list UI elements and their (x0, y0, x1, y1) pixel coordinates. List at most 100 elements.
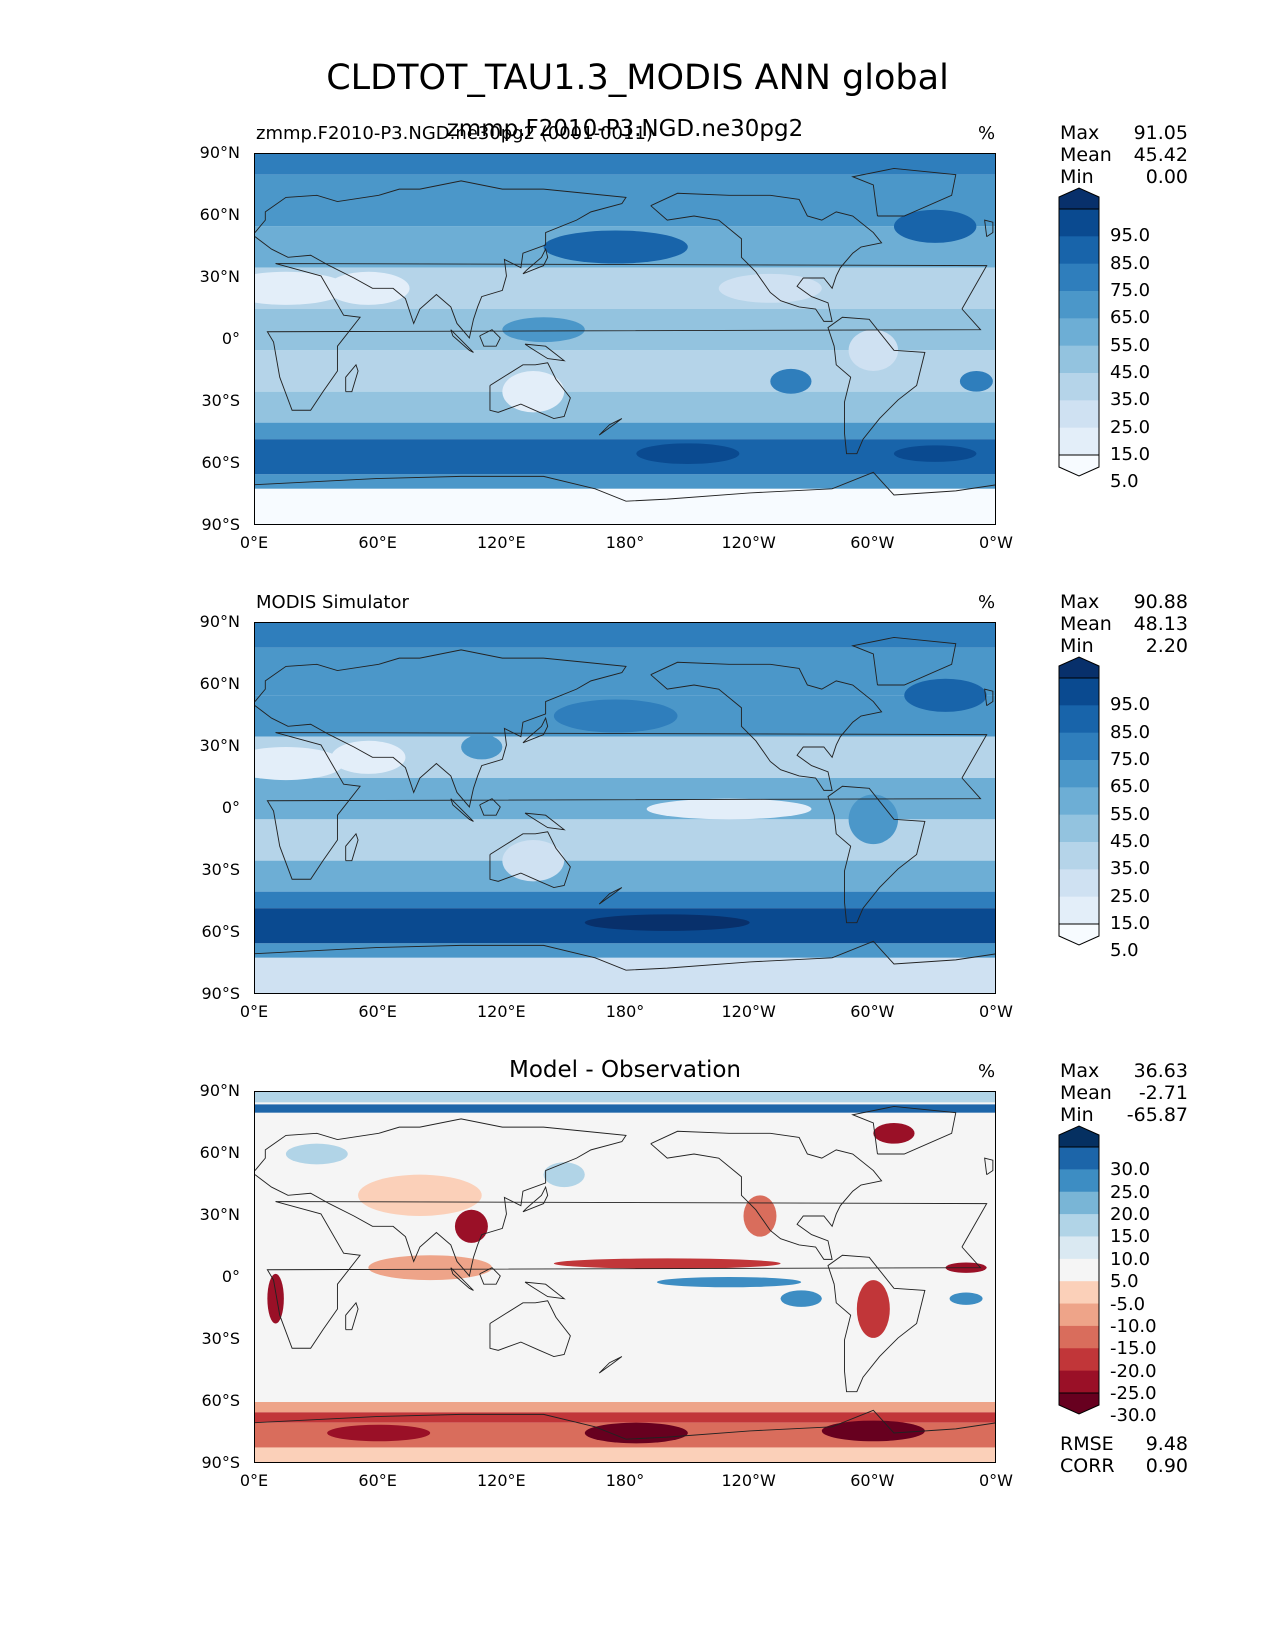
colorbar (1058, 187, 1100, 477)
lon-tick-label: 120°W (721, 1471, 776, 1490)
stat-value: 91.05 (1133, 122, 1188, 144)
lon-tick-label: 0°E (239, 533, 269, 552)
lat-tick-label: 90°N (199, 612, 240, 631)
stat-label: Min (1060, 635, 1094, 657)
stat-value: 0.90 (1145, 1455, 1188, 1477)
colorbar-tick-label: 15.0 (1110, 913, 1151, 934)
lat-tick-label: 30°N (199, 267, 240, 286)
colorbar-tick-label: 45.0 (1110, 362, 1151, 383)
colorbar-tick-label: 5.0 (1110, 1271, 1139, 1293)
lat-tick-label: 0° (221, 1267, 240, 1286)
lat-tick-label: 60°N (199, 674, 240, 693)
lon-tick-label: 60°W (850, 1471, 895, 1490)
lon-tick-label: 120°E (477, 1471, 526, 1490)
lat-tick-label: 0° (221, 329, 240, 348)
colorbar-tick-label: 25.0 (1110, 885, 1151, 907)
lon-tick-label: 0°E (239, 1002, 269, 1021)
lon-tick-label: 180° (605, 533, 645, 552)
panel2-left-title: MODIS Simulator (256, 592, 409, 613)
stat-row: Min 2.20 (1060, 635, 1188, 657)
stat-label: Mean (1060, 144, 1112, 166)
colorbar-tick-label: 35.0 (1110, 858, 1151, 880)
stat-label: Min (1060, 166, 1094, 188)
colorbar-tick-label: 15.0 (1110, 444, 1151, 465)
colorbar-tick-label: -10.0 (1110, 1315, 1157, 1337)
colorbar-tick-label: 35.0 (1110, 389, 1151, 411)
panel2-unit: % (978, 592, 996, 613)
lat-tick-label: 90°S (201, 984, 240, 1003)
lon-tick-label: 60°W (850, 1002, 895, 1021)
panel1-left-title: zmmp.F2010-P3.NGD.ne30pg2 (0001-0011) (256, 123, 653, 144)
lon-tick-label: 0°W (979, 1002, 1013, 1021)
lon-tick-label: 0°W (979, 1471, 1013, 1490)
stat-value: 2.20 (1145, 635, 1188, 657)
colorbar-tick-label: 25.0 (1110, 1181, 1151, 1203)
lat-tick-label: 30°N (199, 1205, 240, 1224)
stat-row: Mean 48.13 (1060, 613, 1188, 635)
colorbar (1058, 656, 1100, 946)
stat-label: RMSE (1060, 1433, 1114, 1455)
stat-label: Max (1060, 122, 1100, 144)
panel3-center-title: Model - Observation (508, 1057, 742, 1083)
lon-tick-label: 180° (605, 1002, 645, 1021)
figure-title: CLDTOT_TAU1.3_MODIS ANN global (326, 58, 949, 98)
colorbar (1058, 1125, 1100, 1415)
lat-tick-label: 30°S (201, 391, 240, 410)
colorbar-tick-label: 95.0 (1110, 225, 1151, 247)
bottom-stat-row: CORR 0.90 (1060, 1455, 1188, 1477)
colorbar-tick-label: 20.0 (1110, 1204, 1151, 1226)
stat-value: -2.71 (1138, 1082, 1188, 1104)
colorbar-tick-label: 85.0 (1110, 252, 1151, 274)
stat-row: Min -65.87 (1060, 1104, 1188, 1126)
colorbar-tick-label: -25.0 (1110, 1383, 1157, 1404)
stat-row: Mean 45.42 (1060, 144, 1188, 166)
stat-label: Max (1060, 591, 1100, 613)
bottom-stat-row: RMSE 9.48 (1060, 1433, 1188, 1455)
map-field (255, 1092, 995, 1462)
colorbar-tick-label: -5.0 (1110, 1293, 1146, 1315)
lon-tick-label: 60°W (850, 533, 895, 552)
stat-value: 0.00 (1145, 166, 1188, 188)
colorbar-tick-label: -30.0 (1110, 1405, 1157, 1427)
colorbar-tick-label: 95.0 (1110, 694, 1151, 716)
lat-tick-label: 60°N (199, 205, 240, 224)
lon-tick-label: 60°E (358, 1002, 397, 1021)
stat-value: 36.63 (1133, 1060, 1188, 1082)
lon-tick-label: 120°W (721, 1002, 776, 1021)
lon-tick-label: 180° (605, 1471, 645, 1490)
colorbar-tick-label: 55.0 (1110, 334, 1151, 356)
lat-tick-label: 60°N (199, 1143, 240, 1162)
lat-tick-label: 0° (221, 798, 240, 817)
stat-row: Min 0.00 (1060, 166, 1188, 188)
lat-tick-label: 90°N (199, 143, 240, 162)
stat-label: Min (1060, 1104, 1094, 1126)
lat-tick-label: 30°N (199, 736, 240, 755)
colorbar-tick-label: 65.0 (1110, 307, 1151, 329)
colorbar-tick-label: 75.0 (1110, 280, 1151, 301)
lon-tick-label: 0°E (239, 1471, 269, 1490)
lon-tick-label: 60°E (358, 533, 397, 552)
map-field (255, 623, 995, 993)
lat-tick-label: 60°S (201, 1391, 240, 1410)
colorbar-tick-label: -15.0 (1110, 1338, 1157, 1360)
lon-tick-label: 60°E (358, 1471, 397, 1490)
colorbar-tick-label: 65.0 (1110, 776, 1151, 798)
panel1-overlap-title: zmmp.F2010-P3.NGD.ne30pg2 (446, 116, 804, 142)
lat-tick-label: 90°S (201, 1453, 240, 1472)
panel2-map (254, 622, 996, 994)
colorbar-tick-label: 45.0 (1110, 831, 1151, 852)
stat-value: 9.48 (1145, 1433, 1188, 1455)
stat-row: Mean -2.71 (1060, 1082, 1188, 1104)
stat-value: 48.13 (1133, 613, 1188, 635)
stat-value: -65.87 (1126, 1104, 1188, 1126)
colorbar-tick-label: 30.0 (1110, 1159, 1151, 1181)
stat-row: Max 90.88 (1060, 591, 1188, 613)
lon-tick-label: 120°W (721, 533, 776, 552)
stat-label: Mean (1060, 1082, 1112, 1104)
stat-value: 90.88 (1133, 591, 1188, 613)
colorbar-tick-label: 15.0 (1110, 1226, 1151, 1248)
lat-tick-label: 60°S (201, 922, 240, 941)
colorbar-tick-label: 85.0 (1110, 721, 1151, 743)
colorbar-tick-label: -20.0 (1110, 1360, 1157, 1382)
lon-tick-label: 0°W (979, 533, 1013, 552)
